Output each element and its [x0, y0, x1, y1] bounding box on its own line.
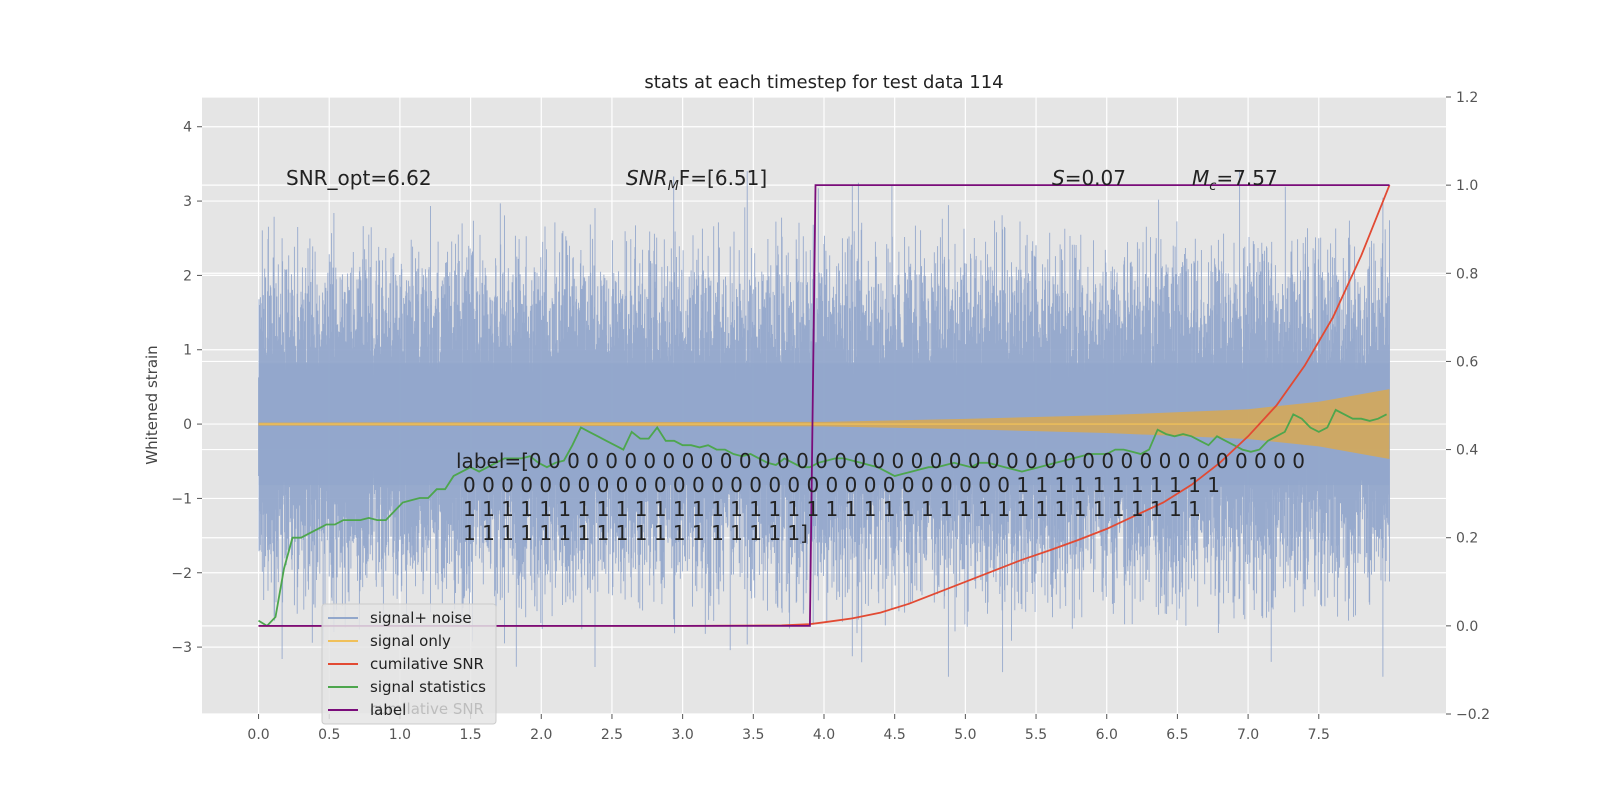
y2-tick-label: 1.2 — [1456, 90, 1478, 106]
chart-title: stats at each timestep for test data 114 — [644, 72, 1003, 93]
y2-tick-label: 0.6 — [1456, 354, 1478, 370]
x-tick-label: 7.0 — [1237, 727, 1259, 743]
x-tick-label: 3.5 — [742, 727, 764, 743]
annotation-label-line-2: 0 0 0 0 0 0 0 0 0 0 0 0 0 0 0 0 0 0 0 0 … — [463, 473, 1220, 497]
y-tick-label: −3 — [171, 640, 192, 656]
legend-label: signal statistics — [370, 678, 486, 696]
x-tick-label: 1.0 — [389, 727, 411, 743]
x-tick-label: 6.5 — [1166, 727, 1188, 743]
y-tick-label: −2 — [171, 566, 192, 582]
annotation-s-value: =0.07 — [1065, 166, 1126, 190]
x-tick-label: 2.0 — [530, 727, 552, 743]
x-tick-label: 6.0 — [1096, 727, 1118, 743]
y2-tick-label: 1.0 — [1456, 178, 1478, 194]
legend: cumilative SNR signal+ noise signal only c… — [321, 603, 497, 725]
x-tick-label: 1.5 — [459, 727, 481, 743]
annotation-mc-value: =7.57 — [1216, 166, 1277, 190]
y2-tick-label: 0.2 — [1456, 531, 1478, 547]
x-tick-label: 3.0 — [672, 727, 694, 743]
y2-tick-label: 0.8 — [1456, 266, 1478, 282]
annotations: SNR_opt=6.62 SNRMF=[6.51] S=0.07 Mc=7.57… — [286, 166, 1305, 545]
legend-label: label — [370, 701, 406, 719]
axis-ticks: 0.0 0.5 1.0 1.5 2.0 2.5 3.0 3.5 4.0 4.5 5.0 5.5 6.0 6… — [171, 90, 1490, 743]
legend-label: signal only — [370, 632, 451, 650]
annotation-mc-symbol: M — [1192, 166, 1209, 190]
x-tick-label: 7.5 — [1308, 727, 1330, 743]
signal-statistics-line — [258, 408, 1388, 628]
y-tick-label: 2 — [183, 268, 192, 284]
series-lines — [258, 184, 1391, 628]
y2-tick-label: 0.4 — [1456, 443, 1478, 459]
x-tick-label: 0.5 — [318, 727, 340, 743]
x-tick-label: 4.5 — [884, 727, 906, 743]
y2-tick-label: 0.0 — [1456, 619, 1478, 635]
y-tick-label: −1 — [171, 491, 192, 507]
y-tick-label: 4 — [183, 120, 192, 136]
series-signal-only — [258, 389, 1390, 460]
annotation-snr-mf-base: SNR — [626, 166, 668, 190]
legend-label: cumilative SNR — [370, 655, 484, 673]
y-tick-label: 0 — [183, 417, 192, 433]
annotation-s: S=0.07 — [1052, 166, 1126, 190]
annotation-label-line-4: 1 1 1 1 1 1 1 1 1 1 1 1 1 1 1 1 1 1] — [463, 521, 808, 545]
y-tick-label: 3 — [183, 194, 192, 210]
y-tick-label: 1 — [183, 343, 192, 359]
y-axis-label: Whitened strain — [143, 345, 161, 464]
legend-items: signal+ noise signal only cumilative SNR si… — [328, 609, 486, 719]
y2-tick-label: −0.2 — [1456, 707, 1490, 723]
legend-box — [321, 603, 497, 725]
x-tick-label: 2.5 — [601, 727, 623, 743]
annotation-snr-mf: SNRMF=[6.51] — [626, 166, 767, 194]
legend-ghost-text: cumilative SNR — [370, 700, 484, 718]
x-tick-label: 5.0 — [954, 727, 976, 743]
cumulative-snr-line — [258, 184, 1391, 627]
annotation-mc-sub: c — [1209, 179, 1216, 194]
legend-label: signal+ noise — [370, 609, 472, 627]
annotation-label-line-1: label=[0 0 0 0 0 0 0 0 0 0 0 0 0 0 0 0 0… — [456, 449, 1305, 473]
x-tick-label: 5.5 — [1025, 727, 1047, 743]
annotation-snr-mf-value: F=[6.51] — [679, 166, 767, 190]
annotation-label-line-3: 1 1 1 1 1 1 1 1 1 1 1 1 1 1 1 1 1 1 1 1 … — [463, 497, 1201, 521]
x-tick-label: 0.0 — [247, 727, 269, 743]
annotation-snr-opt: SNR_opt=6.62 — [286, 166, 432, 190]
x-tick-label: 4.0 — [813, 727, 835, 743]
label-line — [258, 184, 1390, 627]
annotation-s-symbol: S — [1052, 166, 1065, 190]
annotation-mc: Mc=7.57 — [1192, 166, 1278, 194]
annotation-snr-mf-sub: M — [668, 179, 679, 194]
